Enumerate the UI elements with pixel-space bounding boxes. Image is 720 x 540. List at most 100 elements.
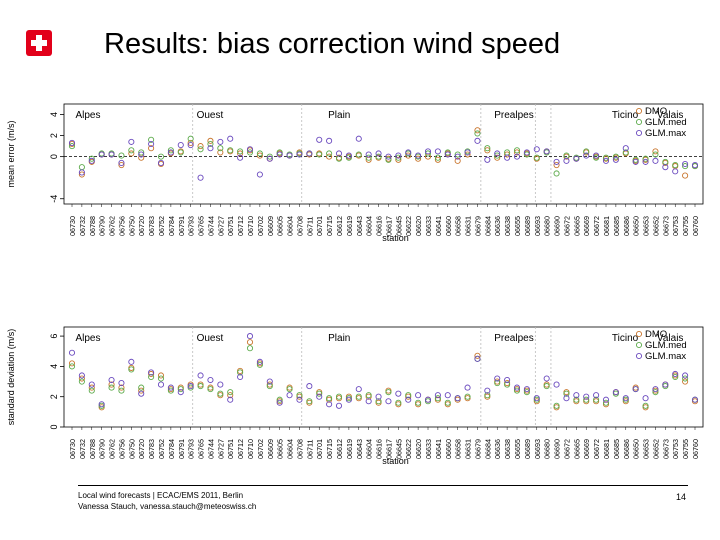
data-point xyxy=(326,137,333,144)
x-tick-label: 06638 xyxy=(503,216,512,236)
data-point xyxy=(227,389,234,396)
data-point xyxy=(118,159,125,166)
x-tick-label: 06712 xyxy=(236,439,245,459)
data-point xyxy=(88,157,95,164)
data-point xyxy=(108,384,115,391)
x-tick-label: 06788 xyxy=(88,439,97,459)
x-tick-label: 06680 xyxy=(543,216,552,236)
footer-contact: Vanessa Stauch, vanessa.stauch@meteoswis… xyxy=(78,502,257,511)
x-tick-label: 06750 xyxy=(127,439,136,459)
data-point xyxy=(405,152,412,159)
data-point xyxy=(395,152,402,159)
x-tick-label: 06604 xyxy=(286,216,295,236)
data-point xyxy=(494,150,501,157)
data-point xyxy=(642,155,649,162)
x-tick-label: 06702 xyxy=(256,216,265,236)
data-point xyxy=(326,150,333,157)
legend-label: GLM.med xyxy=(645,340,687,351)
data-point xyxy=(464,149,471,156)
data-point xyxy=(415,392,422,399)
y-tick-label: 2 xyxy=(49,394,59,399)
x-tick-label: 06631 xyxy=(464,216,473,236)
data-point xyxy=(424,396,432,403)
x-tick-label: 06720 xyxy=(137,216,146,236)
data-point xyxy=(395,399,402,406)
x-tick-label: 06686 xyxy=(622,216,631,236)
x-tick-label: 06645 xyxy=(394,439,403,459)
legend-label: DMO xyxy=(645,106,667,117)
region-label: Alpes xyxy=(75,333,100,344)
data-point xyxy=(484,156,491,163)
legend-symbol xyxy=(635,107,643,115)
data-point xyxy=(286,392,293,399)
x-tick-label: 06684 xyxy=(483,439,492,459)
data-point xyxy=(434,154,441,161)
x-tick-label: 06679 xyxy=(473,216,482,236)
data-point xyxy=(237,373,244,381)
page-number: 14 xyxy=(676,492,687,502)
x-tick-label: 06633 xyxy=(424,439,433,459)
x-tick-label: 06616 xyxy=(375,439,384,459)
data-point xyxy=(672,373,679,381)
data-point xyxy=(128,150,135,157)
data-point xyxy=(523,149,530,156)
x-tick-label: 06672 xyxy=(592,216,601,236)
data-point xyxy=(246,345,254,352)
x-tick-label: 06673 xyxy=(661,216,670,236)
data-point xyxy=(523,386,530,393)
x-tick-label: 06701 xyxy=(315,439,324,459)
x-tick-label: 06711 xyxy=(305,440,314,459)
region-label: Valais xyxy=(657,333,684,344)
x-tick-label: 06751 xyxy=(226,216,235,236)
x-tick-label: 06793 xyxy=(187,439,196,459)
data-point xyxy=(246,333,254,340)
data-point xyxy=(138,384,145,391)
x-axis-label: station xyxy=(382,233,409,243)
x-tick-label: 06636 xyxy=(493,439,502,459)
data-point xyxy=(237,154,244,161)
data-point xyxy=(434,392,441,399)
data-point xyxy=(622,149,629,156)
data-point xyxy=(227,135,234,142)
data-point xyxy=(474,355,481,362)
data-point xyxy=(128,147,135,154)
data-point xyxy=(217,381,224,388)
x-tick-label: 06732 xyxy=(78,439,87,459)
x-tick-label: 06750 xyxy=(127,216,136,236)
x-tick-label: 06653 xyxy=(642,216,651,236)
data-point xyxy=(227,392,234,399)
data-point xyxy=(187,142,194,149)
data-point xyxy=(395,156,402,163)
data-point xyxy=(652,151,659,158)
data-point xyxy=(602,157,610,164)
data-point xyxy=(167,149,174,156)
data-point xyxy=(444,149,451,156)
data-point xyxy=(148,140,155,148)
data-point xyxy=(306,150,313,157)
x-tick-label: 06730 xyxy=(68,216,77,236)
x-tick-label: 06658 xyxy=(454,216,463,236)
data-point xyxy=(553,162,560,169)
data-point xyxy=(68,139,76,146)
data-point xyxy=(296,396,303,403)
region-label: Plain xyxy=(328,110,350,121)
data-point xyxy=(266,153,273,160)
data-point xyxy=(513,149,521,156)
data-point xyxy=(316,390,323,397)
data-point xyxy=(553,170,560,177)
data-point xyxy=(395,154,402,161)
x-tick-label: 06604 xyxy=(365,439,374,459)
x-tick-label: 06665 xyxy=(572,439,581,459)
x-tick-label: 06620 xyxy=(414,216,423,236)
legend-symbol xyxy=(635,352,643,360)
data-point xyxy=(444,399,451,406)
data-point xyxy=(652,148,659,155)
x-tick-label: 06788 xyxy=(88,216,97,236)
data-point xyxy=(207,137,214,144)
data-point xyxy=(128,358,135,365)
data-point xyxy=(365,151,372,158)
x-tick-label: 06791 xyxy=(177,216,186,236)
data-point xyxy=(444,151,451,158)
data-point xyxy=(128,366,135,373)
x-tick-label: 06693 xyxy=(533,439,542,459)
